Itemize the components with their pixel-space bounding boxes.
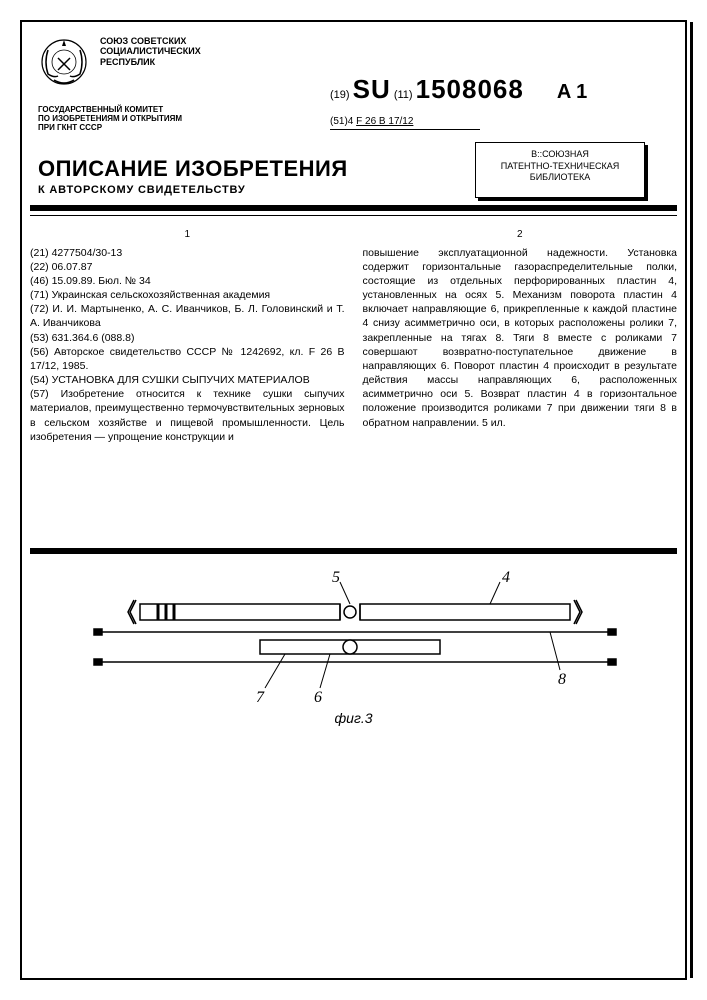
ipc-prefix: (51)4 xyxy=(330,116,353,127)
rule-mid xyxy=(30,548,677,554)
field-54: (54) УСТАНОВКА ДЛЯ СУШКИ СЫПУЧИХ МАТЕРИА… xyxy=(30,373,345,387)
field-57: (57) Изобретение относится к технике суш… xyxy=(30,387,345,444)
stamp-line-3: БИБЛИОТЕКА xyxy=(480,172,640,184)
body-columns: 1 (21) 4277504/30-13 (22) 06.07.87 (46) … xyxy=(30,228,677,444)
country-prefix: (19) xyxy=(330,89,350,101)
ussr-emblem-icon xyxy=(38,36,90,88)
rule-top xyxy=(30,205,677,211)
figure-3: 5 4 7 6 8 фиг.3 xyxy=(30,570,677,740)
stamp-line-1: В::СОЮЗНАЯ xyxy=(480,149,640,161)
rule-thin xyxy=(30,215,677,216)
issuer-text: СОЮЗ СОВЕТСКИХ СОЦИАЛИСТИЧЕСКИХ РЕСПУБЛИ… xyxy=(100,36,270,67)
fig-label-6: 6 xyxy=(314,689,322,706)
kind-code: A 1 xyxy=(557,81,587,103)
column-number-1: 1 xyxy=(30,228,345,242)
field-46: (46) 15.09.89. Бюл. № 34 xyxy=(30,274,345,288)
fig-label-8: 8 xyxy=(558,671,566,688)
fig-label-7: 7 xyxy=(256,689,265,706)
field-22: (22) 06.07.87 xyxy=(30,260,345,274)
document-number: (19) SU (11) 1508068 A 1 xyxy=(330,74,587,105)
ipc-classification: (51)4 F 26 B 17/12 xyxy=(330,116,480,130)
figure-3-drawing: 5 4 7 6 8 xyxy=(30,570,670,730)
document-title: ОПИСАНИЕ ИЗОБРЕТЕНИЯ xyxy=(38,156,348,182)
header: СОЮЗ СОВЕТСКИХ СОЦИАЛИСТИЧЕСКИХ РЕСПУБЛИ… xyxy=(30,30,677,250)
field-53: (53) 631.364.6 (088.8) xyxy=(30,331,345,345)
field-71: (71) Украинская сельскохозяйственная ака… xyxy=(30,288,345,302)
stamp-line-2: ПАТЕНТНО-ТЕХНИЧЕСКАЯ xyxy=(480,161,640,173)
abstract-continued: повышение эксплуатационной надежности. У… xyxy=(363,246,678,430)
committee-text: ГОСУДАРСТВЕННЫЙ КОМИТЕТ ПО ИЗОБРЕТЕНИЯМ … xyxy=(38,105,238,133)
field-72: (72) И. И. Мартыненко, А. С. Иванчиков, … xyxy=(30,302,345,330)
library-stamp: В::СОЮЗНАЯ ПАТЕНТНО-ТЕХНИЧЕСКАЯ БИБЛИОТЕ… xyxy=(475,142,645,198)
number-prefix: (11) xyxy=(394,89,413,101)
document-subtitle: К АВТОРСКОМУ СВИДЕТЕЛЬСТВУ xyxy=(38,184,246,196)
fig-label-4: 4 xyxy=(502,570,510,586)
doc-number: 1508068 xyxy=(416,74,524,104)
fig-label-5: 5 xyxy=(332,570,340,586)
ipc-code: F 26 B 17/12 xyxy=(356,116,413,127)
field-21: (21) 4277504/30-13 xyxy=(30,246,345,260)
figure-caption: фиг.3 xyxy=(334,710,372,726)
column-number-2: 2 xyxy=(363,228,678,242)
column-1: 1 (21) 4277504/30-13 (22) 06.07.87 (46) … xyxy=(30,228,345,444)
country-code: SU xyxy=(353,74,391,104)
column-2: 2 повышение эксплуатационной надежности.… xyxy=(363,228,678,444)
field-56: (56) Авторское свидетельство СССР № 1242… xyxy=(30,345,345,373)
